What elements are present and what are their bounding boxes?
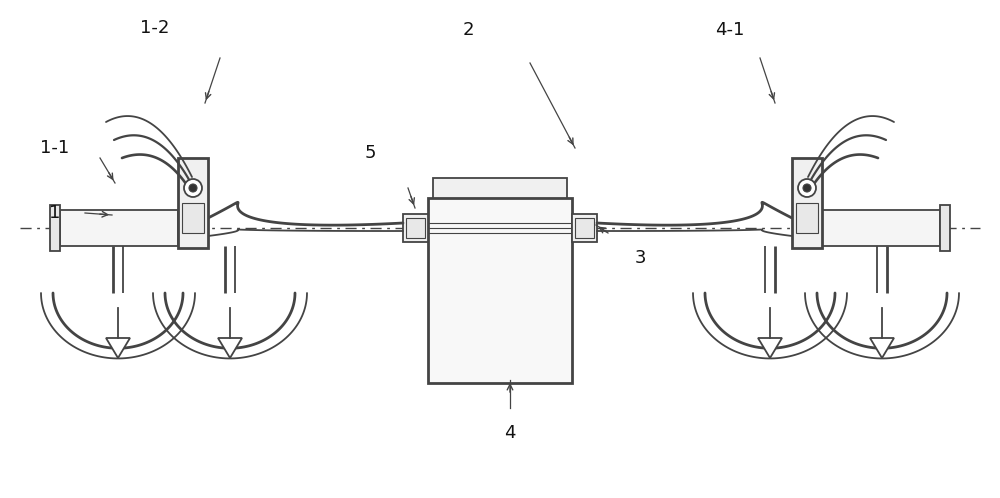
Circle shape xyxy=(184,179,202,197)
Bar xyxy=(428,198,572,383)
Bar xyxy=(433,178,567,198)
Text: 4: 4 xyxy=(504,424,516,442)
Text: 3: 3 xyxy=(634,249,646,267)
Circle shape xyxy=(803,184,811,192)
Bar xyxy=(822,210,940,246)
Polygon shape xyxy=(870,338,894,358)
Circle shape xyxy=(189,184,197,192)
Bar xyxy=(182,203,204,233)
Bar xyxy=(796,203,818,233)
Text: 1-1: 1-1 xyxy=(40,139,70,157)
Bar xyxy=(940,205,950,251)
Polygon shape xyxy=(106,338,130,358)
Bar xyxy=(403,214,428,242)
Text: 5: 5 xyxy=(364,144,376,162)
Bar xyxy=(50,205,60,251)
Bar xyxy=(60,210,178,246)
Polygon shape xyxy=(218,338,242,358)
Bar xyxy=(575,218,594,238)
Text: 1: 1 xyxy=(49,204,61,222)
Bar xyxy=(792,158,822,248)
Bar xyxy=(572,214,597,242)
Bar xyxy=(178,158,208,248)
Polygon shape xyxy=(758,338,782,358)
Text: 4-1: 4-1 xyxy=(715,21,745,39)
Text: 1-2: 1-2 xyxy=(140,19,170,37)
Bar xyxy=(406,218,425,238)
Text: 2: 2 xyxy=(462,21,474,39)
Circle shape xyxy=(798,179,816,197)
